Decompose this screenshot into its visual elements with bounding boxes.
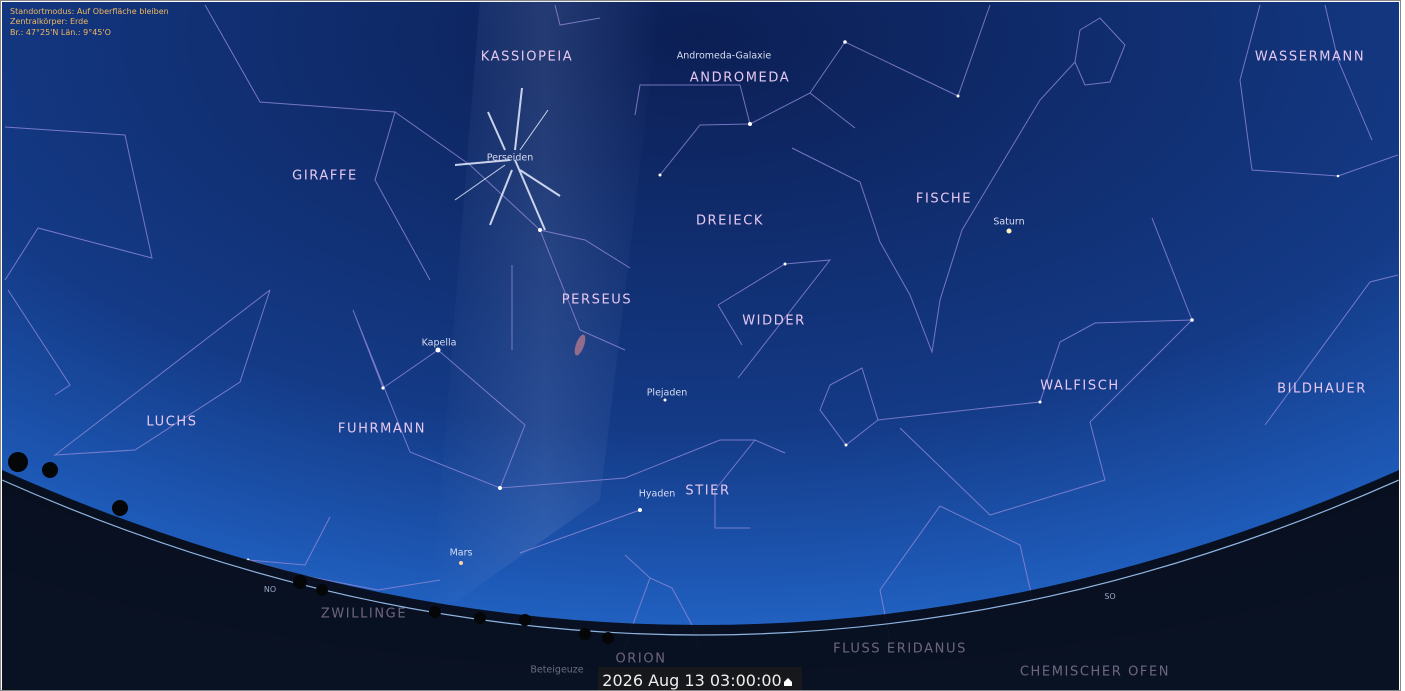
constellation-label: STIER	[685, 484, 730, 499]
page: Standortmodus: Auf Oberfläche bleiben Ze…	[0, 0, 1405, 691]
object-label: Saturn	[993, 217, 1024, 228]
direction-label: SO	[1104, 592, 1115, 601]
constellation-label: WALFISCH	[1040, 379, 1120, 394]
constellation-label: PERSEUS	[562, 293, 633, 308]
constellation-label: GIRAFFE	[292, 169, 358, 184]
object-label: Perseiden	[487, 153, 533, 164]
object-label: Hyaden	[639, 489, 675, 500]
info-line: Br.: 47°25'N Län.: 9°45'O	[10, 28, 111, 37]
direction-label: NO	[264, 585, 276, 594]
info-line: Zentralkörper: Erde	[10, 17, 88, 26]
constellation-label: FUHRMANN	[338, 422, 426, 437]
constellation-label: WIDDER	[742, 314, 806, 329]
date-time[interactable]: 2026 Aug 13 03:00:00	[602, 671, 781, 690]
constellation-label: CHEMISCHER OFEN	[1020, 665, 1170, 680]
constellation-label: BILDHAUER	[1277, 382, 1367, 397]
object-label: Kapella	[422, 338, 457, 349]
constellation-label: DREIECK	[696, 214, 764, 229]
constellation-label: FLUSS ERIDANUS	[833, 642, 967, 657]
object-label: Mars	[450, 548, 473, 559]
info-line: Standortmodus: Auf Oberfläche bleiben	[10, 7, 169, 16]
constellation-label: FISCHE	[916, 192, 972, 207]
object-label: Plejaden	[647, 388, 688, 399]
constellation-label: ANDROMEDA	[690, 71, 790, 86]
constellation-label: LUCHS	[146, 415, 197, 430]
sky-view: Standortmodus: Auf Oberfläche bleiben Ze…	[0, 0, 1405, 691]
constellation-label: WASSERMANN	[1255, 50, 1365, 65]
object-label: Andromeda-Galaxie	[677, 51, 772, 62]
object-label: Beteigeuze	[530, 665, 583, 676]
constellation-label: KASSIOPEIA	[481, 50, 574, 65]
constellation-label: ORION	[615, 652, 666, 667]
constellation-label: ZWILLINGE	[321, 607, 407, 622]
